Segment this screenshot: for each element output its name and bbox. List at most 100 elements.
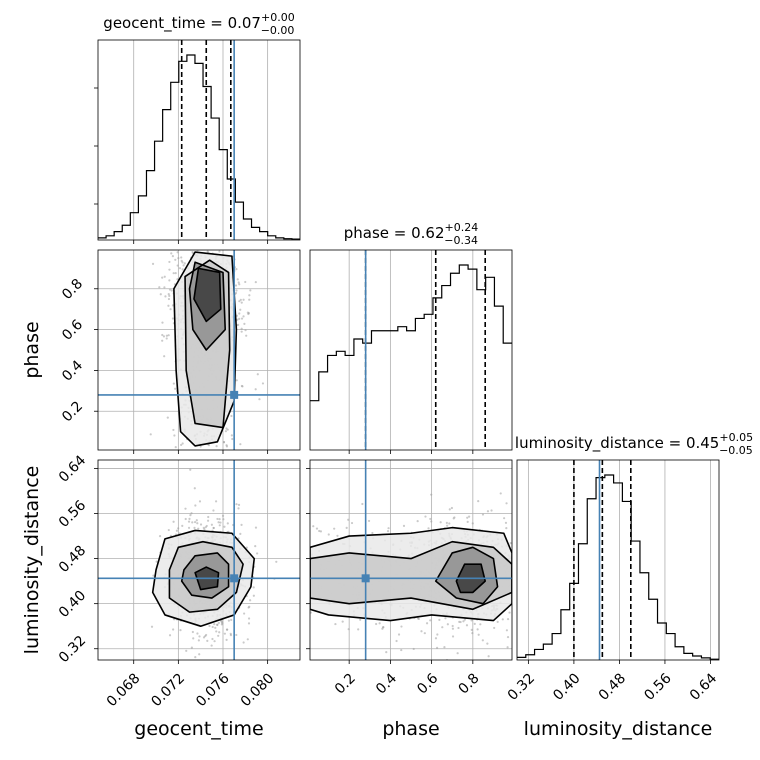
x-tick-label: 0.48 (596, 670, 629, 703)
sample-point (416, 617, 420, 620)
sample-point (531, 560, 533, 562)
sample-point (249, 599, 252, 602)
sample-point (312, 525, 315, 528)
sample-point (187, 520, 191, 523)
sample-point (212, 509, 215, 512)
scatter-panel-phase-vs-luminosity_distance-plot-area (310, 460, 533, 660)
sample-point (247, 312, 250, 316)
sample-point (487, 655, 490, 658)
sample-point (457, 626, 460, 630)
sample-point (214, 626, 217, 629)
sample-point (225, 628, 229, 631)
sample-point (181, 268, 184, 271)
histogram-panel-luminosity_distance-plot-area (517, 460, 719, 660)
sample-point (155, 560, 158, 563)
sample-point (471, 522, 474, 525)
sample-point (215, 444, 218, 448)
sample-point (198, 500, 202, 503)
sample-point (416, 520, 419, 523)
sample-point (168, 294, 171, 298)
sample-point (235, 379, 238, 382)
sample-point (224, 430, 227, 433)
y-tick-label: 0.8 (59, 276, 86, 303)
sample-point (240, 523, 243, 526)
sample-point (245, 334, 248, 337)
axes-frame (309, 459, 513, 661)
sample-point (220, 623, 223, 626)
sample-point (226, 522, 229, 525)
sample-point (166, 241, 168, 243)
y-tick-label: 0.4 (59, 357, 86, 384)
sample-point (235, 268, 238, 271)
sample-point (214, 500, 218, 503)
sample-point (218, 518, 221, 521)
sample-point (239, 298, 242, 301)
axes-frame (309, 249, 513, 451)
sample-point (524, 558, 526, 560)
sample-point (230, 414, 233, 418)
sample-point (529, 573, 531, 575)
sample-point (168, 268, 171, 271)
y-tick-label: 0.40 (56, 588, 89, 621)
sample-point (446, 623, 449, 626)
sample-point (347, 518, 350, 521)
contour-line (173, 251, 238, 447)
sample-point (172, 428, 175, 432)
sample-point (423, 632, 426, 635)
sample-point (184, 517, 187, 521)
sample-point (165, 334, 168, 337)
sample-point (198, 240, 200, 242)
sample-point (217, 521, 220, 524)
contour-line (455, 563, 487, 594)
sample-point (177, 527, 180, 530)
sample-point (520, 538, 522, 540)
sample-point (174, 387, 177, 390)
sample-point (161, 339, 164, 342)
sample-point (198, 635, 201, 638)
contour-line (184, 259, 231, 429)
sample-point (234, 284, 238, 287)
sample-point (240, 317, 244, 320)
sample-point (167, 528, 170, 532)
sample-point (479, 623, 482, 626)
sample-point (215, 630, 218, 633)
sample-point (456, 652, 459, 655)
contour-line (180, 552, 230, 599)
x-tick-label: 0.40 (550, 670, 583, 703)
sample-point (172, 382, 175, 385)
sample-point (201, 229, 203, 231)
sample-point (152, 574, 155, 577)
sample-point (179, 629, 182, 632)
sample-point (196, 632, 199, 635)
sample-point (163, 275, 166, 278)
sample-point (248, 298, 251, 301)
y-axis-label-luminosity_distance: luminosity_distance (21, 466, 43, 655)
sample-point (189, 468, 192, 471)
sample-point (223, 525, 226, 528)
sample-point (425, 622, 429, 625)
sample-point (387, 527, 390, 530)
sample-point (505, 527, 508, 530)
sample-point (159, 293, 162, 296)
sample-point (519, 591, 521, 593)
x-tick-label: 0.2 (332, 670, 359, 697)
truth-marker (361, 574, 370, 583)
x-tick-label: 0.64 (687, 670, 720, 703)
sample-point (235, 289, 238, 292)
sample-point (256, 373, 259, 376)
histogram-panel-phase: phase = 0.62+0.24 −0.34 (309, 221, 513, 454)
sample-point (310, 611, 312, 614)
sample-point (211, 625, 214, 629)
sample-point (172, 520, 175, 523)
sample-point (470, 619, 473, 622)
sample-point (448, 522, 451, 525)
sample-point (258, 398, 261, 401)
sample-point (149, 433, 152, 436)
sample-point (318, 529, 321, 533)
x-tick-label: 0.56 (641, 670, 674, 703)
sample-point (451, 635, 455, 638)
histogram-panel-geocent_time-plot-area (98, 40, 300, 240)
sample-point (193, 526, 196, 529)
sample-point (216, 623, 219, 627)
sample-point (231, 437, 234, 441)
